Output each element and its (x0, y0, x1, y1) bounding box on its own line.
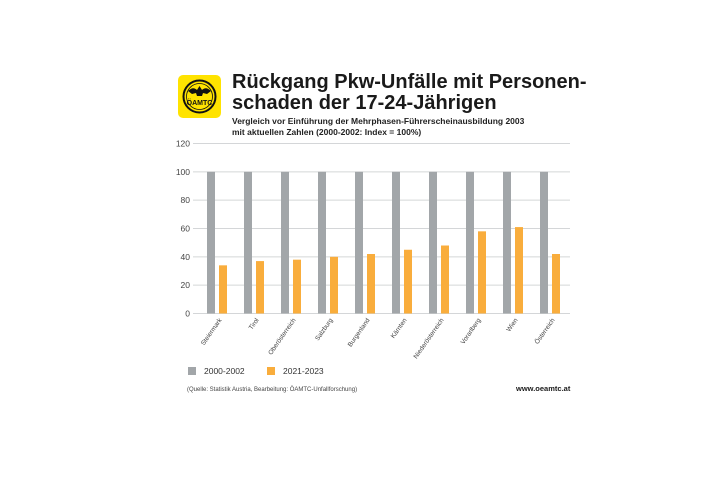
bar-2000-2002-Niederösterreich (429, 171, 437, 314)
legend-swatch-grey (188, 367, 196, 375)
x-tick-label: Österreich (533, 316, 557, 345)
x-tick-label: Vorarlberg (460, 317, 483, 346)
logo-text: ÖAMTC (187, 98, 213, 107)
legend-swatch-orange (267, 367, 275, 375)
x-tick-label: Steiermark (200, 317, 224, 347)
bar-2021-2023-Österreich (552, 254, 560, 314)
subtitle-line-1: Vergleich vor Einführung der Mehrphasen-… (232, 116, 525, 126)
bar-2000-2002-Salzburg (318, 171, 326, 314)
y-tick-label: 60 (181, 224, 191, 234)
y-tick-label: 80 (181, 195, 191, 205)
bar-2021-2023-Burgenland (367, 254, 375, 314)
x-tick-label: Kärnten (390, 317, 409, 340)
bar-2021-2023-Kärnten (404, 249, 412, 314)
x-tick-label: Wien (505, 317, 519, 333)
y-tick-label: 0 (185, 309, 190, 319)
eagle-emblem-icon: ÖAMTC (182, 79, 217, 114)
bar-2000-2002-Tirol (244, 171, 252, 314)
source-note: (Quelle: Statistik Austria, Bearbeitung:… (187, 387, 358, 393)
x-tick-label: Oberösterreich (267, 317, 298, 357)
bar-2021-2023-Steiermark (219, 265, 227, 314)
y-tick-label: 120 (176, 139, 190, 149)
bar-2021-2023-Tirol (256, 261, 264, 314)
title-line-2: schaden der 17-24-Jährigen (232, 92, 497, 114)
bar-2000-2002-Steiermark (207, 171, 215, 314)
bar-2000-2002-Vorarlberg (466, 171, 474, 314)
bar-2000-2002-Österreich (540, 171, 548, 314)
y-tick-label: 40 (181, 252, 191, 262)
bar-2000-2002-Burgenland (355, 171, 363, 314)
bar-2000-2002-Wien (503, 171, 511, 314)
bar-2000-2002-Kärnten (392, 171, 400, 314)
website-link[interactable]: www.oeamtc.at (516, 384, 571, 393)
x-tick-label: Tirol (248, 317, 261, 332)
bar-2021-2023-Vorarlberg (478, 231, 486, 314)
bar-2000-2002-Oberösterreich (281, 171, 289, 314)
y-tick-label: 20 (181, 280, 191, 290)
oeamtc-logo: ÖAMTC (178, 75, 221, 118)
x-tick-label: Niederösterreich (413, 317, 446, 360)
bar-2021-2023-Wien (515, 227, 523, 314)
bar-2021-2023-Salzburg (330, 256, 338, 314)
chart-title: Rückgang Pkw-Unfälle mit Personen- schad… (232, 72, 602, 114)
x-tick-label: Salzburg (314, 317, 335, 342)
legend-item-2021-2023: 2021-2023 (267, 366, 324, 376)
title-line-1: Rückgang Pkw-Unfälle mit Personen- (232, 71, 587, 93)
subtitle-line-2: mit aktuellen Zahlen (2000-2002: Index =… (232, 127, 422, 137)
x-tick-label: Burgenland (347, 317, 372, 349)
chart-subtitle: Vergleich vor Einführung der Mehrphasen-… (232, 116, 602, 138)
legend-label: 2000-2002 (204, 366, 245, 376)
legend-label: 2021-2023 (283, 366, 324, 376)
y-tick-label: 100 (176, 167, 190, 177)
bar-2021-2023-Oberösterreich (293, 259, 301, 314)
bar-2021-2023-Niederösterreich (441, 245, 449, 314)
legend-item-2000-2002: 2000-2002 (188, 366, 245, 376)
